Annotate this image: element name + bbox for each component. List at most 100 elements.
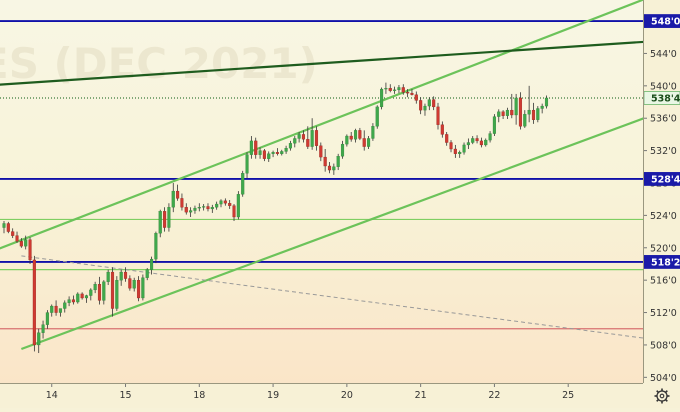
candle-down xyxy=(445,134,449,143)
candle-up xyxy=(76,293,80,303)
candle-up xyxy=(141,277,145,299)
candle-up xyxy=(544,97,549,107)
candle-down xyxy=(323,156,327,167)
candle-up xyxy=(2,223,6,228)
candle-up xyxy=(193,207,197,211)
candle-up xyxy=(514,97,518,116)
candle-down xyxy=(6,223,10,232)
candle-down xyxy=(228,203,232,206)
candle-up xyxy=(154,233,158,260)
candle-down xyxy=(358,130,362,139)
candle-down xyxy=(518,97,523,127)
candle-up xyxy=(37,332,41,346)
candle-up xyxy=(158,211,162,234)
time-tick-label: 20 xyxy=(341,390,353,401)
axis-layer: 504'0508'0512'0516'0520'0524'0528'0532'0… xyxy=(46,14,680,401)
candle-down xyxy=(314,130,319,146)
candle-up xyxy=(132,280,136,289)
candle-down xyxy=(262,150,266,159)
candle-down xyxy=(28,239,32,261)
candle-up xyxy=(367,138,371,147)
candle-up xyxy=(380,88,384,108)
candle-down xyxy=(71,299,75,303)
candle-up xyxy=(397,87,401,91)
candle-up xyxy=(210,207,214,210)
candle-up xyxy=(84,295,89,299)
price-tick-label: 524'0 xyxy=(650,211,677,222)
price-tick-label: 544'0 xyxy=(650,49,677,60)
candle-up xyxy=(340,143,345,157)
price-tick-label: 512'0 xyxy=(650,308,677,319)
candle-down xyxy=(401,87,405,93)
candle-up xyxy=(115,280,119,309)
candle-down xyxy=(453,148,457,154)
candle-up xyxy=(219,200,223,205)
candle-down xyxy=(388,88,392,91)
candle-up xyxy=(258,150,262,155)
candle-up xyxy=(50,305,54,313)
price-tick-label: 540'0 xyxy=(650,81,677,92)
candle-down xyxy=(163,211,167,228)
time-tick-label: 19 xyxy=(267,390,279,401)
candle-down xyxy=(223,200,227,204)
candle-up xyxy=(236,194,240,218)
time-tick-label: 18 xyxy=(193,390,205,401)
candle-up xyxy=(462,144,466,153)
candle-up xyxy=(488,133,492,141)
candle-down xyxy=(136,280,141,299)
candle-up xyxy=(536,108,540,120)
candle-down xyxy=(206,206,210,210)
candle-up xyxy=(167,207,171,228)
trend-line-channel-bottom xyxy=(20,117,643,351)
candle-up xyxy=(245,154,249,174)
candle-down xyxy=(510,109,514,116)
candle-up xyxy=(458,152,462,154)
price-label-text: 528'4 xyxy=(651,174,680,185)
candle-down xyxy=(19,241,23,247)
candle-up xyxy=(249,140,253,155)
candle-up xyxy=(119,271,123,281)
candle-down xyxy=(327,165,332,171)
candle-down xyxy=(410,92,414,95)
candle-down xyxy=(501,111,505,116)
candle-up xyxy=(497,111,501,117)
candle-up xyxy=(267,153,271,159)
candle-up xyxy=(145,269,149,278)
settings-gear-icon[interactable] xyxy=(654,388,670,404)
plot-layer xyxy=(0,0,643,354)
candle-up xyxy=(466,142,470,146)
candle-down xyxy=(128,278,132,289)
axis-background xyxy=(643,0,680,408)
price-tick-label: 520'0 xyxy=(650,243,677,254)
candle-down xyxy=(11,231,15,236)
candle-up xyxy=(150,258,154,270)
candle-up xyxy=(527,109,531,115)
price-tick-label: 508'0 xyxy=(650,340,677,351)
chart-watermark: ES (DEC 2021) xyxy=(0,39,318,88)
time-tick-label: 25 xyxy=(562,390,574,401)
candle-down xyxy=(531,109,536,120)
candle-up xyxy=(540,105,544,109)
candle-up xyxy=(384,88,388,90)
time-tick-label: 15 xyxy=(119,390,131,401)
candle-down xyxy=(80,293,84,299)
time-tick-label: 14 xyxy=(46,390,58,401)
candle-up xyxy=(393,89,397,91)
candle-up xyxy=(197,207,201,209)
candle-down xyxy=(475,138,479,142)
time-tick-label: 22 xyxy=(488,390,500,401)
candle-down xyxy=(97,284,102,301)
candle-up xyxy=(297,134,301,139)
candle-down xyxy=(479,140,483,146)
candle-up xyxy=(293,138,297,144)
price-tick-label: 532'0 xyxy=(650,146,677,157)
candle-down xyxy=(432,99,436,108)
candle-down xyxy=(436,106,440,125)
candle-up xyxy=(471,138,475,143)
candle-up xyxy=(484,139,488,146)
candle-up xyxy=(492,116,496,134)
candle-down xyxy=(306,139,310,147)
time-axis-background xyxy=(0,383,643,408)
